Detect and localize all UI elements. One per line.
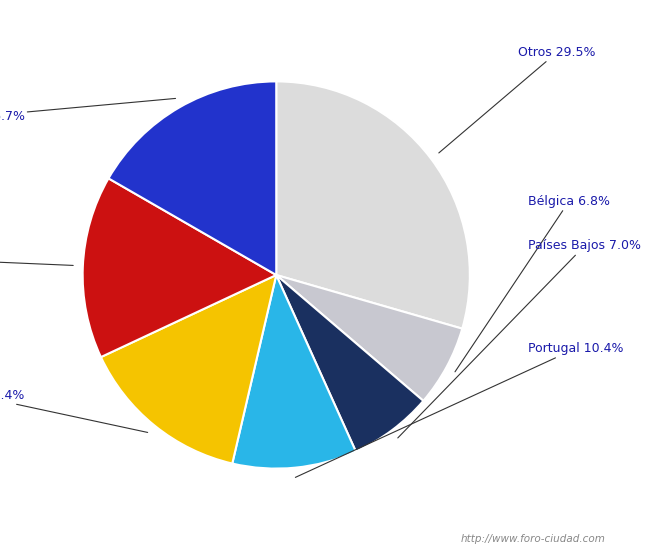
Text: Reino Unido 15.3%: Reino Unido 15.3%: [0, 253, 73, 266]
Wedge shape: [83, 178, 276, 357]
Text: Países Bajos 7.0%: Países Bajos 7.0%: [398, 239, 641, 438]
Text: http://www.foro-ciudad.com: http://www.foro-ciudad.com: [461, 535, 605, 544]
Text: Bélgica 6.8%: Bélgica 6.8%: [455, 195, 610, 372]
Text: Portugal 10.4%: Portugal 10.4%: [295, 342, 623, 477]
Text: Ribadeo - Turistas extranjeros según país - Abril de 2024: Ribadeo - Turistas extranjeros según paí…: [78, 12, 572, 30]
Text: Francia 16.7%: Francia 16.7%: [0, 98, 176, 123]
Wedge shape: [101, 275, 276, 464]
Wedge shape: [232, 275, 356, 469]
Wedge shape: [276, 275, 462, 401]
Wedge shape: [109, 81, 276, 275]
Wedge shape: [276, 81, 470, 329]
Wedge shape: [276, 275, 423, 452]
Text: Alemania 14.4%: Alemania 14.4%: [0, 388, 148, 432]
Text: Otros 29.5%: Otros 29.5%: [439, 46, 596, 153]
